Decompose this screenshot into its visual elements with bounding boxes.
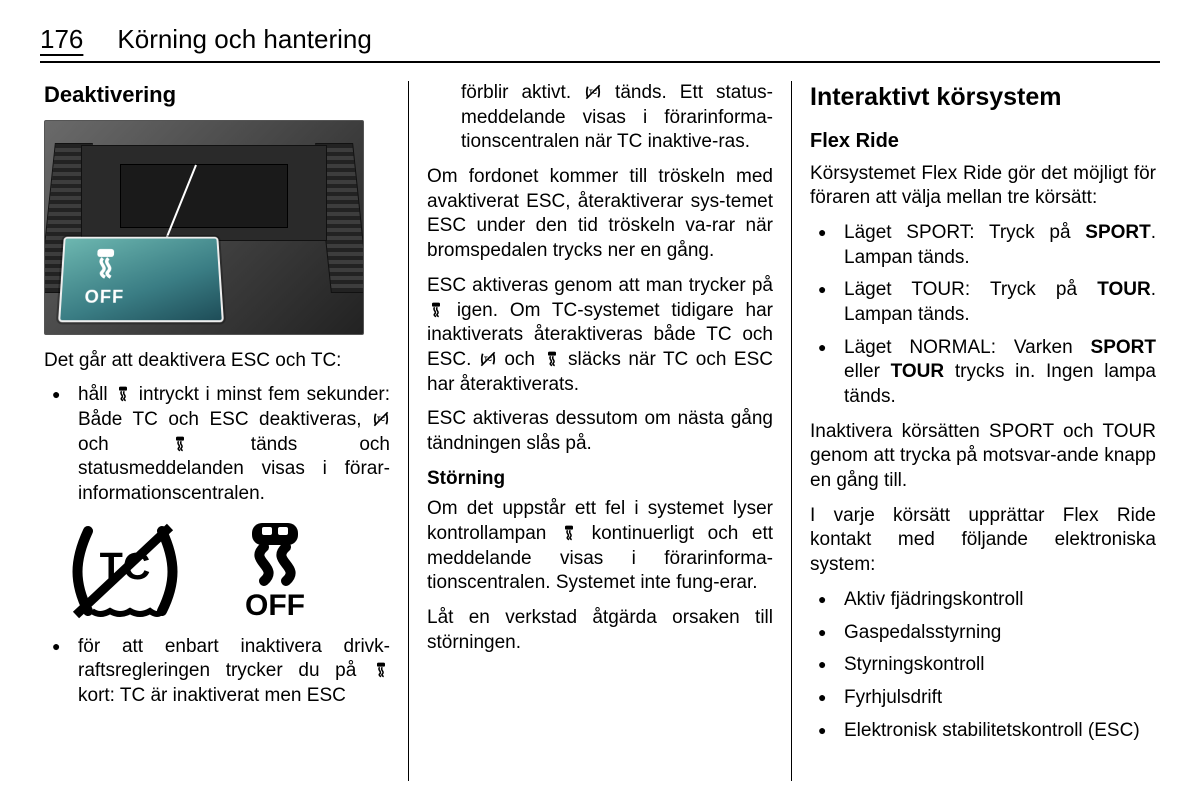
reactivate-text: ESC aktiveras genom att man trycker på i… bbox=[427, 274, 773, 397]
deactivate-modes-text: Inaktivera körsätten SPORT och TOUR geno… bbox=[810, 420, 1156, 494]
modes-list: Läget SPORT: Tryck på SPORT. Lampan tänd… bbox=[810, 221, 1156, 410]
deactivate-list: håll intryckt i minst fem sekunder: Både… bbox=[44, 383, 390, 506]
mode-sport: Läget SPORT: Tryck på SPORT. Lampan tänd… bbox=[810, 221, 1156, 270]
tc-off-large-icon: TC bbox=[70, 521, 180, 621]
mode-normal: Läget NORMAL: Varken SPORT eller TOUR tr… bbox=[810, 336, 1156, 410]
svg-text:OFF: OFF bbox=[245, 589, 305, 621]
deactivate-intro: Det går att deaktivera ESC och TC: bbox=[44, 349, 390, 374]
skid-icon bbox=[560, 525, 578, 541]
list-item: Aktiv fjädringskontroll bbox=[810, 588, 1156, 613]
ignition-text: ESC aktiveras dessutom om nästa gång tän… bbox=[427, 407, 773, 456]
skid-icon bbox=[543, 351, 561, 367]
page-number: 176 bbox=[40, 24, 83, 55]
tc-off-icon bbox=[479, 351, 497, 367]
skid-icon bbox=[171, 436, 189, 452]
mode-tour: Läget TOUR: Tryck på TOUR. Lampan tänds. bbox=[810, 278, 1156, 327]
manual-page: 176 Körning och hantering Deaktivering O… bbox=[0, 0, 1200, 802]
fault-text: Om det uppstår ett fel i systemet lyser … bbox=[427, 497, 773, 596]
heading-deaktivering: Deaktivering bbox=[44, 81, 390, 110]
esc-off-button-callout: OFF bbox=[58, 236, 224, 321]
list-item: Elektronisk stabilitetskontroll (ESC) bbox=[810, 719, 1156, 744]
dashboard-photo: OFF bbox=[44, 120, 364, 335]
deactivate-item-1: håll intryckt i minst fem sekunder: Både… bbox=[44, 383, 390, 506]
threshold-text: Om fordonet kommer till tröskeln med ava… bbox=[427, 165, 773, 264]
heading-flexride: Flex Ride bbox=[810, 128, 1156, 154]
heading-interaktivt: Interaktivt körsystem bbox=[810, 81, 1156, 114]
warning-icons-row: TC OFF bbox=[44, 521, 390, 621]
continuation-text: förblir aktivt. tänds. Ett status-meddel… bbox=[427, 81, 773, 155]
list-item: Fyrhjulsdrift bbox=[810, 686, 1156, 711]
workshop-text: Låt en verkstad åtgärda orsaken till stö… bbox=[427, 606, 773, 655]
skid-icon bbox=[114, 386, 132, 402]
esc-off-large-icon: OFF bbox=[220, 521, 330, 621]
deactivate-item-2: för att enbart inaktivera drivk-raftsreg… bbox=[44, 635, 390, 709]
heading-storning: Störning bbox=[427, 467, 773, 492]
column-3: Interaktivt körsystem Flex Ride Körsyste… bbox=[792, 81, 1160, 781]
list-item: Gaspedalsstyrning bbox=[810, 621, 1156, 646]
tc-off-icon bbox=[584, 84, 602, 100]
tc-off-icon bbox=[372, 411, 390, 427]
systems-intro: I varje körsätt upprättar Flex Ride kont… bbox=[810, 504, 1156, 578]
content-columns: Deaktivering OFF Det går att deaktivera … bbox=[40, 81, 1160, 781]
skid-icon bbox=[372, 662, 390, 678]
systems-list: Aktiv fjädringskontroll Gaspedalsstyrnin… bbox=[810, 588, 1156, 743]
flexride-intro: Körsystemet Flex Ride gör det möjligt fö… bbox=[810, 162, 1156, 211]
chapter-title: Körning och hantering bbox=[117, 24, 371, 55]
list-item: Styrningskontroll bbox=[810, 653, 1156, 678]
skid-icon bbox=[427, 302, 445, 318]
deactivate-list-2: för att enbart inaktivera drivk-raftsreg… bbox=[44, 635, 390, 709]
column-1: Deaktivering OFF Det går att deaktivera … bbox=[40, 81, 409, 781]
column-2: förblir aktivt. tänds. Ett status-meddel… bbox=[409, 81, 792, 781]
page-header: 176 Körning och hantering bbox=[40, 24, 1160, 63]
